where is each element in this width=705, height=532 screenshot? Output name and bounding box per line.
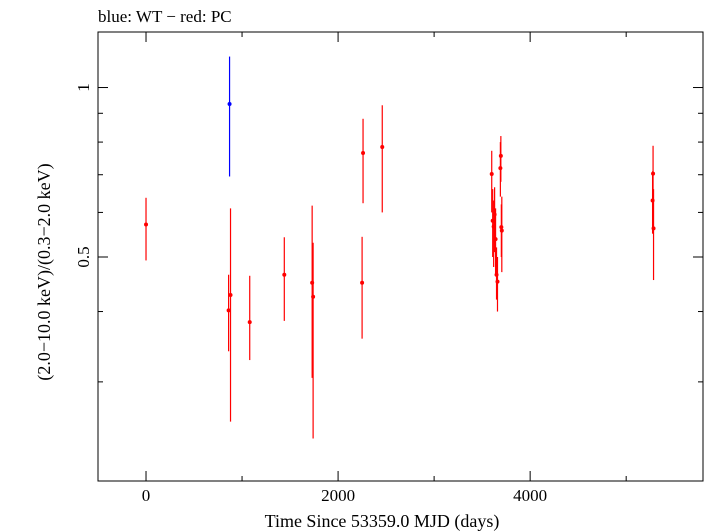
pc-data-point (228, 293, 233, 298)
pc-data-point (489, 172, 494, 177)
pc-data-point (282, 272, 287, 277)
pc-data-point (247, 320, 252, 325)
x-tick-label: 4000 (513, 486, 547, 505)
y-tick-label: 0.5 (74, 246, 93, 267)
pc-data-point (226, 308, 231, 313)
wt-data-point (227, 101, 232, 106)
pc-data-point (380, 145, 385, 150)
chart-title: blue: WT − red: PC (98, 7, 232, 26)
pc-data-point (495, 279, 500, 284)
pc-data-point (651, 226, 656, 231)
pc-data-point (361, 151, 366, 156)
pc-data-point (144, 222, 149, 227)
pc-data-point (498, 153, 503, 158)
x-tick-label: 0 (142, 486, 151, 505)
data-points (144, 56, 656, 439)
pc-data-point (360, 280, 365, 285)
pc-data-point (493, 237, 498, 242)
y-axis-label: (2.0−10.0 keV)/(0.3−2.0 keV) (34, 163, 55, 380)
x-tick-label: 2000 (321, 486, 355, 505)
y-tick-label: 1 (74, 83, 93, 92)
pc-data-point (311, 294, 316, 299)
axis-ticks: 0 2000 4000 0.5 1 (74, 32, 703, 505)
plot-frame (97, 31, 704, 482)
x-axis-label: Time Since 53359.0 MJD (days) (265, 511, 500, 532)
pc-data-point (499, 228, 504, 233)
